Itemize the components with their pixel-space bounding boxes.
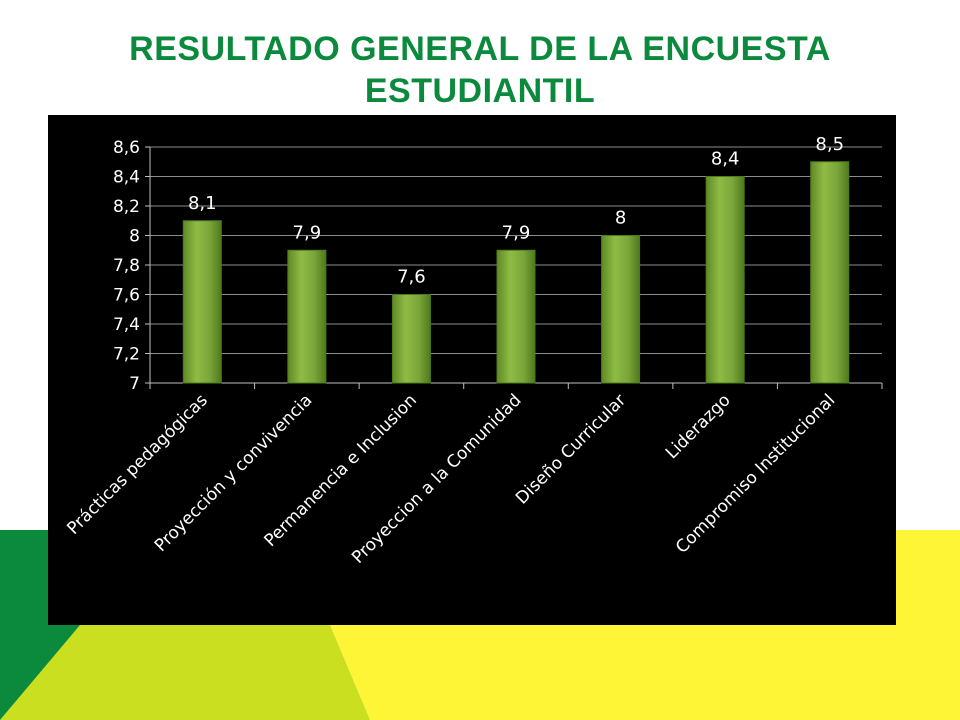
y-tick-labels: 7 7,2 7,4 7,6 7,8 8 8,2 8,4 8,6: [113, 138, 140, 394]
x-tick-label: Diseño Curricular: [512, 390, 630, 508]
bar: [601, 235, 641, 384]
y-tick-label: 7,6: [113, 286, 140, 306]
bars: [182, 161, 850, 384]
data-label: 7,9: [293, 222, 322, 243]
y-tick-label: 8: [129, 227, 140, 247]
y-tick-label: 7,4: [113, 315, 140, 335]
y-tick-label: 8,2: [113, 197, 140, 217]
y-tick-label: 8,4: [113, 168, 140, 188]
slide-title: RESULTADO GENERAL DE LA ENCUESTA ESTUDIA…: [60, 28, 900, 112]
y-tick-label: 7: [129, 374, 140, 394]
data-label: 8,1: [188, 193, 217, 214]
data-label: 7,6: [397, 267, 426, 288]
x-tick-label: Proyeccion a la Comunidad: [348, 390, 525, 567]
bar-chart: 8,1 7,9 7,6 7,9 8 8,4 8,5 7 7,2 7,4 7,6 7,8 8 8,2 8,4…: [63, 134, 883, 568]
data-label: 8: [615, 208, 626, 229]
bar: [182, 220, 222, 384]
data-labels: 8,1 7,9 7,6 7,9 8 8,4 8,5: [188, 134, 844, 288]
x-tick-label: Liderazgo: [662, 390, 735, 463]
bar: [810, 161, 850, 384]
bar: [496, 249, 536, 384]
y-tick-label: 7,8: [113, 256, 140, 276]
data-label: 7,9: [502, 222, 531, 243]
slide-title-line-2: ESTUDIANTIL: [364, 72, 596, 110]
data-label: 8,4: [711, 149, 740, 170]
chart-panel: 8,1 7,9 7,6 7,9 8 8,4 8,5 7 7,2 7,4 7,6 7,8 8 8,2 8,4…: [48, 115, 896, 625]
y-tick-label: 8,6: [113, 138, 140, 158]
bar: [287, 249, 327, 384]
slide-title-line-1: RESULTADO GENERAL DE LA ENCUESTA: [129, 30, 831, 68]
bar: [391, 294, 431, 384]
bar: [705, 176, 745, 384]
y-tick-label: 7,2: [113, 345, 140, 365]
data-label: 8,5: [815, 134, 844, 155]
